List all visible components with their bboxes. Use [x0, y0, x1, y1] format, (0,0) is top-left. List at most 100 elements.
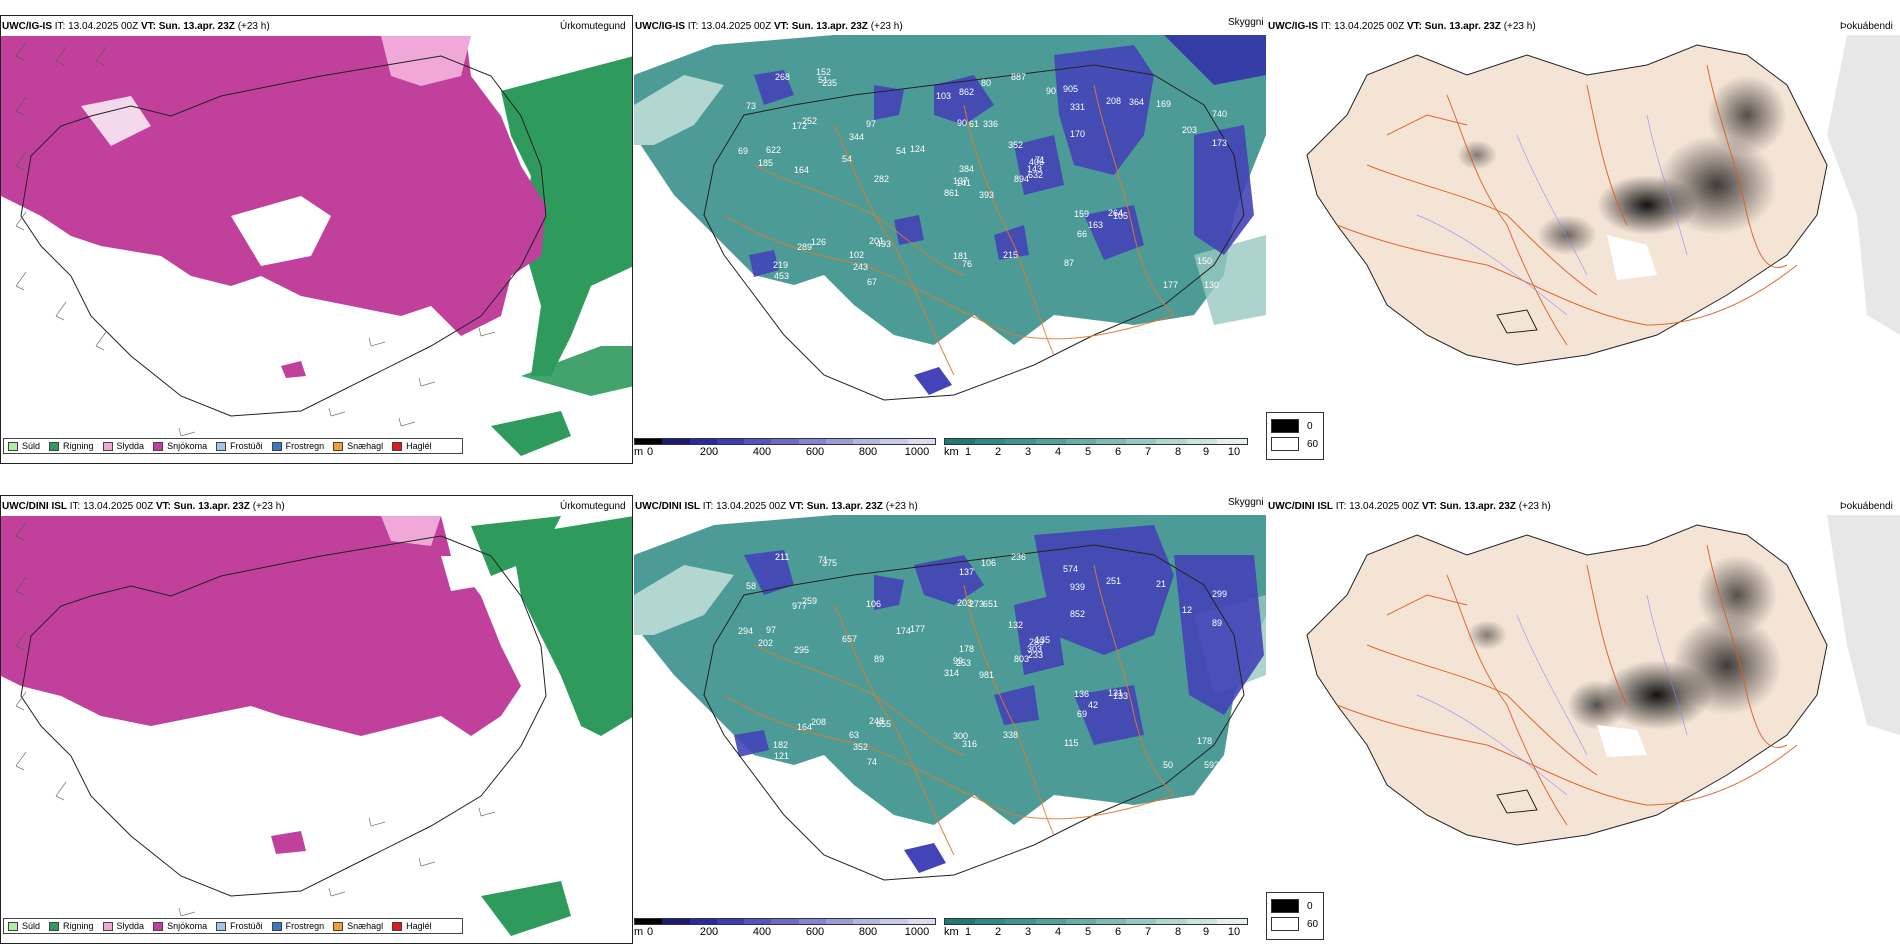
tick-label: 4 — [1054, 926, 1062, 938]
cloud-base-value: 203 — [1182, 125, 1197, 135]
tick-label: 600 — [805, 926, 825, 938]
it-label: IT: — [1335, 501, 1347, 512]
colorbar-segment — [716, 919, 745, 924]
legend-swatch — [153, 441, 164, 451]
precip-map-row1 — [1, 36, 632, 456]
tick-label: 0 — [646, 926, 654, 938]
legend-swatch — [153, 921, 164, 931]
fog-legend-item: 60 — [1267, 435, 1323, 453]
cloud-base-value: 182 — [773, 740, 788, 750]
colorbar-segment — [975, 919, 1006, 924]
legend-label: Frostúði — [230, 921, 263, 931]
legend-swatch — [216, 441, 227, 451]
cloud-title-row2: Skyggni — [1228, 497, 1264, 508]
colorbar-segment — [1065, 919, 1097, 924]
cloud-base-value: 243 — [853, 262, 868, 272]
colorbar-segment — [798, 439, 826, 444]
cloud-base-value: 133 — [1113, 691, 1128, 701]
vt-value: Sun. 13.apr. 23Z — [791, 21, 868, 32]
cloud-base-value: 97 — [866, 119, 876, 129]
cloud-base-value: 73 — [746, 101, 756, 111]
colorbar-segment — [1096, 439, 1127, 444]
cloud-base-value: 67 — [867, 277, 877, 287]
colorbar-segment — [1035, 919, 1066, 924]
cloud-base-value: 268 — [775, 72, 790, 82]
cloud-base-value: 586 — [819, 764, 834, 774]
cloud-base-value: 493 — [876, 239, 891, 249]
cloud-base-value: 252 — [802, 116, 817, 126]
colorbar-ticks: m 0 200 400 600 800 1000 — [634, 445, 936, 459]
colorbar-strip — [634, 438, 936, 445]
colorbar-segment — [945, 919, 976, 924]
cloud-base-value: 981 — [979, 670, 994, 680]
vt-label: VT: — [1421, 501, 1437, 512]
precip-header-row1: UWC/IG-IS IT: 13.04.2025 00Z VT: Sun. 13… — [2, 21, 270, 33]
cloud-base-value: 102 — [849, 250, 864, 260]
legend-label: Slydda — [116, 441, 145, 451]
cloud-base-value: 202 — [758, 638, 773, 648]
fog-legend-row2: 0 60 — [1266, 892, 1324, 940]
colorbar-segment — [635, 919, 663, 924]
fog-swatch — [1271, 437, 1299, 451]
cloud-base-value: 50 — [1163, 760, 1173, 770]
cloud-base-value: 338 — [1003, 730, 1018, 740]
fog-legend-label: 60 — [1307, 438, 1319, 450]
cloud-base-value: 71 — [1035, 155, 1045, 165]
vt-value: Sun. 13.apr. 23Z — [1439, 501, 1516, 512]
colorbar-segment — [1005, 919, 1036, 924]
colorbar-segment — [1216, 439, 1248, 444]
precip-header-row2: UWC/DINI ISL IT: 13.04.2025 00Z VT: Sun.… — [2, 501, 285, 513]
visibility-colorbar-row2: km 1 2 3 4 5 6 7 8 9 10 — [944, 918, 1248, 939]
lead-time: (+23 h) — [252, 501, 285, 512]
fog-legend-item: 0 — [1267, 897, 1323, 915]
visibility-colorbar-row1: km 1 2 3 4 5 6 7 8 9 10 — [944, 438, 1248, 459]
cloud-base-value: 66 — [1077, 229, 1087, 239]
legend-swatch — [49, 921, 60, 931]
cloud-base-value: 622 — [766, 145, 781, 155]
colorbar-segment — [825, 439, 854, 444]
tick-label: 1 — [964, 446, 972, 458]
cloud-base-value: 632 — [1028, 170, 1043, 180]
fog-legend-item: 0 — [1267, 417, 1323, 435]
cloud-base-value: 152 — [816, 67, 831, 77]
legend-swatch — [392, 441, 403, 451]
precip-panel-row2 — [0, 495, 633, 944]
tick-label: 8 — [1174, 446, 1182, 458]
cloud-base-value: 89 — [874, 654, 884, 664]
cloud-base-value: 185 — [758, 158, 773, 168]
cloud-base-value: 69 — [738, 146, 748, 156]
cloud-base-colorbar-row1: m 0 200 400 600 800 1000 — [634, 438, 936, 459]
cloud-base-value: 248 — [869, 716, 884, 726]
cloud-base-value: 393 — [979, 190, 994, 200]
colorbar-segment — [744, 439, 772, 444]
legend-swatch — [49, 441, 60, 451]
cloud-base-value: 87 — [1064, 258, 1074, 268]
legend-item: Slydda — [102, 921, 144, 931]
cloud-base-value: 251 — [1106, 576, 1121, 586]
cloud-base-labels-row2: 981 977 253 182 289 655 574 651 939 803 375 593 295 2… — [738, 552, 1227, 775]
colorbar-segment — [853, 919, 881, 924]
cloud-base-value: 178 — [959, 644, 974, 654]
cloud-base-value: 106 — [866, 599, 881, 609]
cloud-base-value: 303 — [1027, 644, 1042, 654]
tick-label: 800 — [858, 446, 878, 458]
legend-label: Snæhagl — [347, 441, 384, 451]
colorbar-segment — [716, 439, 745, 444]
cloud-base-value: 453 — [774, 271, 789, 281]
fog-swatch — [1271, 899, 1299, 913]
cloud-base-value: 593 — [1204, 760, 1219, 770]
it-value: 13.04.2025 00Z — [1334, 21, 1405, 32]
vt-label: VT: — [773, 21, 789, 32]
cloud-base-value: 336 — [983, 119, 998, 129]
cloud-base-value: 137 — [953, 176, 968, 186]
cloud-base-value: 939 — [1070, 582, 1085, 592]
cloud-base-value: 201 — [869, 236, 884, 246]
precip-map-row2 — [1, 516, 632, 936]
cloud-base-value: 178 — [1197, 736, 1212, 746]
cloud-base-value: 75 — [779, 285, 789, 295]
cloud-base-value: 289 — [1029, 637, 1044, 647]
legend-swatch — [102, 441, 113, 451]
cloud-base-value: 131 — [1108, 688, 1123, 698]
model-name: UWC/IG-IS — [635, 21, 685, 32]
fog-title-row1: Þokuábendi — [1840, 21, 1893, 32]
